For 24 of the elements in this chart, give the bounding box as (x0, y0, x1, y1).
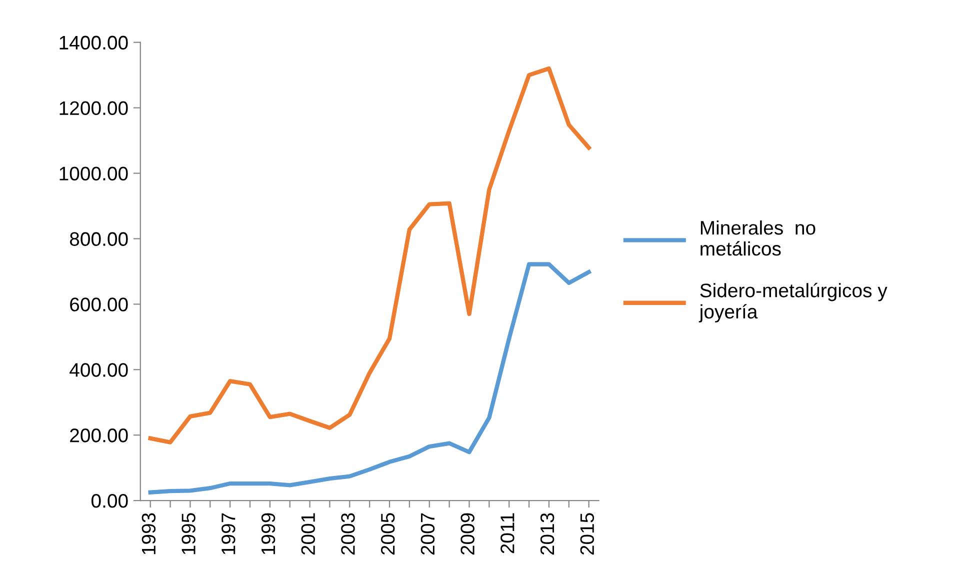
y-tick-label: 1000.00 (60, 166, 128, 180)
y-tick-label: 400.00 (70, 363, 128, 377)
x-tick-label: 2007 (420, 513, 435, 555)
y-tick-label: 800.00 (70, 232, 128, 246)
y-tick-label: 600.00 (70, 298, 128, 312)
legend-label: Minerales no metálicos (700, 220, 816, 256)
x-tick-label: 2011 (500, 513, 514, 554)
y-tick-label: 200.00 (70, 428, 128, 442)
line-series (148, 262, 591, 494)
x-tick-label: 1995 (182, 513, 196, 554)
y-tick-label: 0.00 (92, 494, 128, 508)
y-tick-label: 1200.00 (60, 101, 128, 116)
line-series (148, 66, 591, 444)
x-tick-label: 1993 (142, 513, 156, 554)
x-tick-label: 2009 (460, 513, 474, 555)
x-tick-label: 2003 (341, 513, 355, 555)
legend-label: Sidero-metalúrgicos y joyería (698, 282, 888, 322)
x-tick-label: 2001 (301, 513, 316, 555)
x-tick-label: 2013 (540, 513, 554, 555)
x-tick-label: 1997 (222, 513, 236, 554)
x-tick-label: 1999 (261, 513, 276, 554)
x-tick-label: 2015 (580, 513, 594, 555)
y-tick-label: 1400.00 (60, 36, 128, 50)
x-tick-label: 2005 (380, 513, 395, 555)
